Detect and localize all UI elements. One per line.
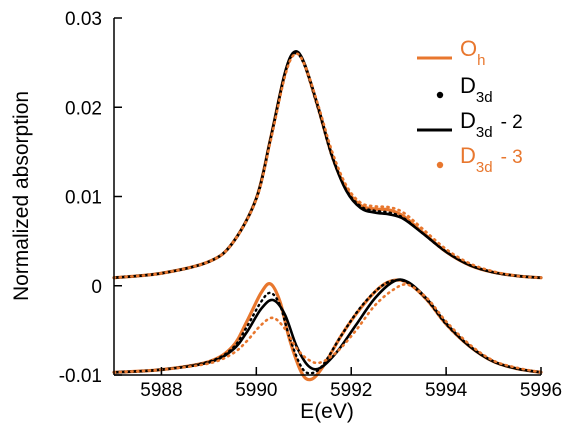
legend-label: Oh	[460, 36, 485, 69]
x-tick-label: 5988	[140, 380, 182, 401]
y-tick-label: -0.01	[59, 366, 102, 387]
derivative-curve-orange-solid	[112, 278, 543, 382]
axis-ticks: 5988 5990 5992 5994 5996 -0.01 0 0.01 0.02 0.03	[59, 9, 562, 401]
x-tick-label: 5994	[425, 380, 468, 401]
legend-dot-marker	[436, 91, 444, 99]
legend-dot-marker	[436, 161, 444, 169]
legend-label: D3d - 3	[460, 143, 523, 176]
y-tick-label: 0.02	[65, 98, 102, 119]
derivative-curve-black-dotted	[112, 278, 543, 375]
legend-entry: D3d - 3	[436, 143, 523, 176]
legend-entry: Oh	[417, 36, 485, 69]
legend-entry: D3d - 2	[417, 108, 523, 141]
y-tick-label: 0.01	[65, 188, 102, 209]
y-tick-label: 0	[91, 277, 102, 298]
y-axis-label: Normalized absorption	[10, 91, 33, 301]
x-tick-label: 5990	[235, 380, 277, 401]
derivative-curve-orange-dotted	[112, 283, 543, 374]
x-tick-label: 5996	[520, 380, 562, 401]
absorption-curve-orange-dotted	[112, 52, 543, 280]
plot-curves	[112, 50, 543, 382]
legend-label: D3d - 2	[460, 108, 523, 141]
axes	[113, 18, 541, 376]
x-tick-label: 5992	[330, 380, 372, 401]
legend-entry: D3d	[436, 73, 493, 106]
derivative-curve-black-solid	[112, 278, 543, 374]
legend-label: D3d	[460, 73, 493, 106]
y-tick-label: 0.03	[65, 9, 102, 30]
x-axis-label: E(eV)	[300, 400, 354, 423]
